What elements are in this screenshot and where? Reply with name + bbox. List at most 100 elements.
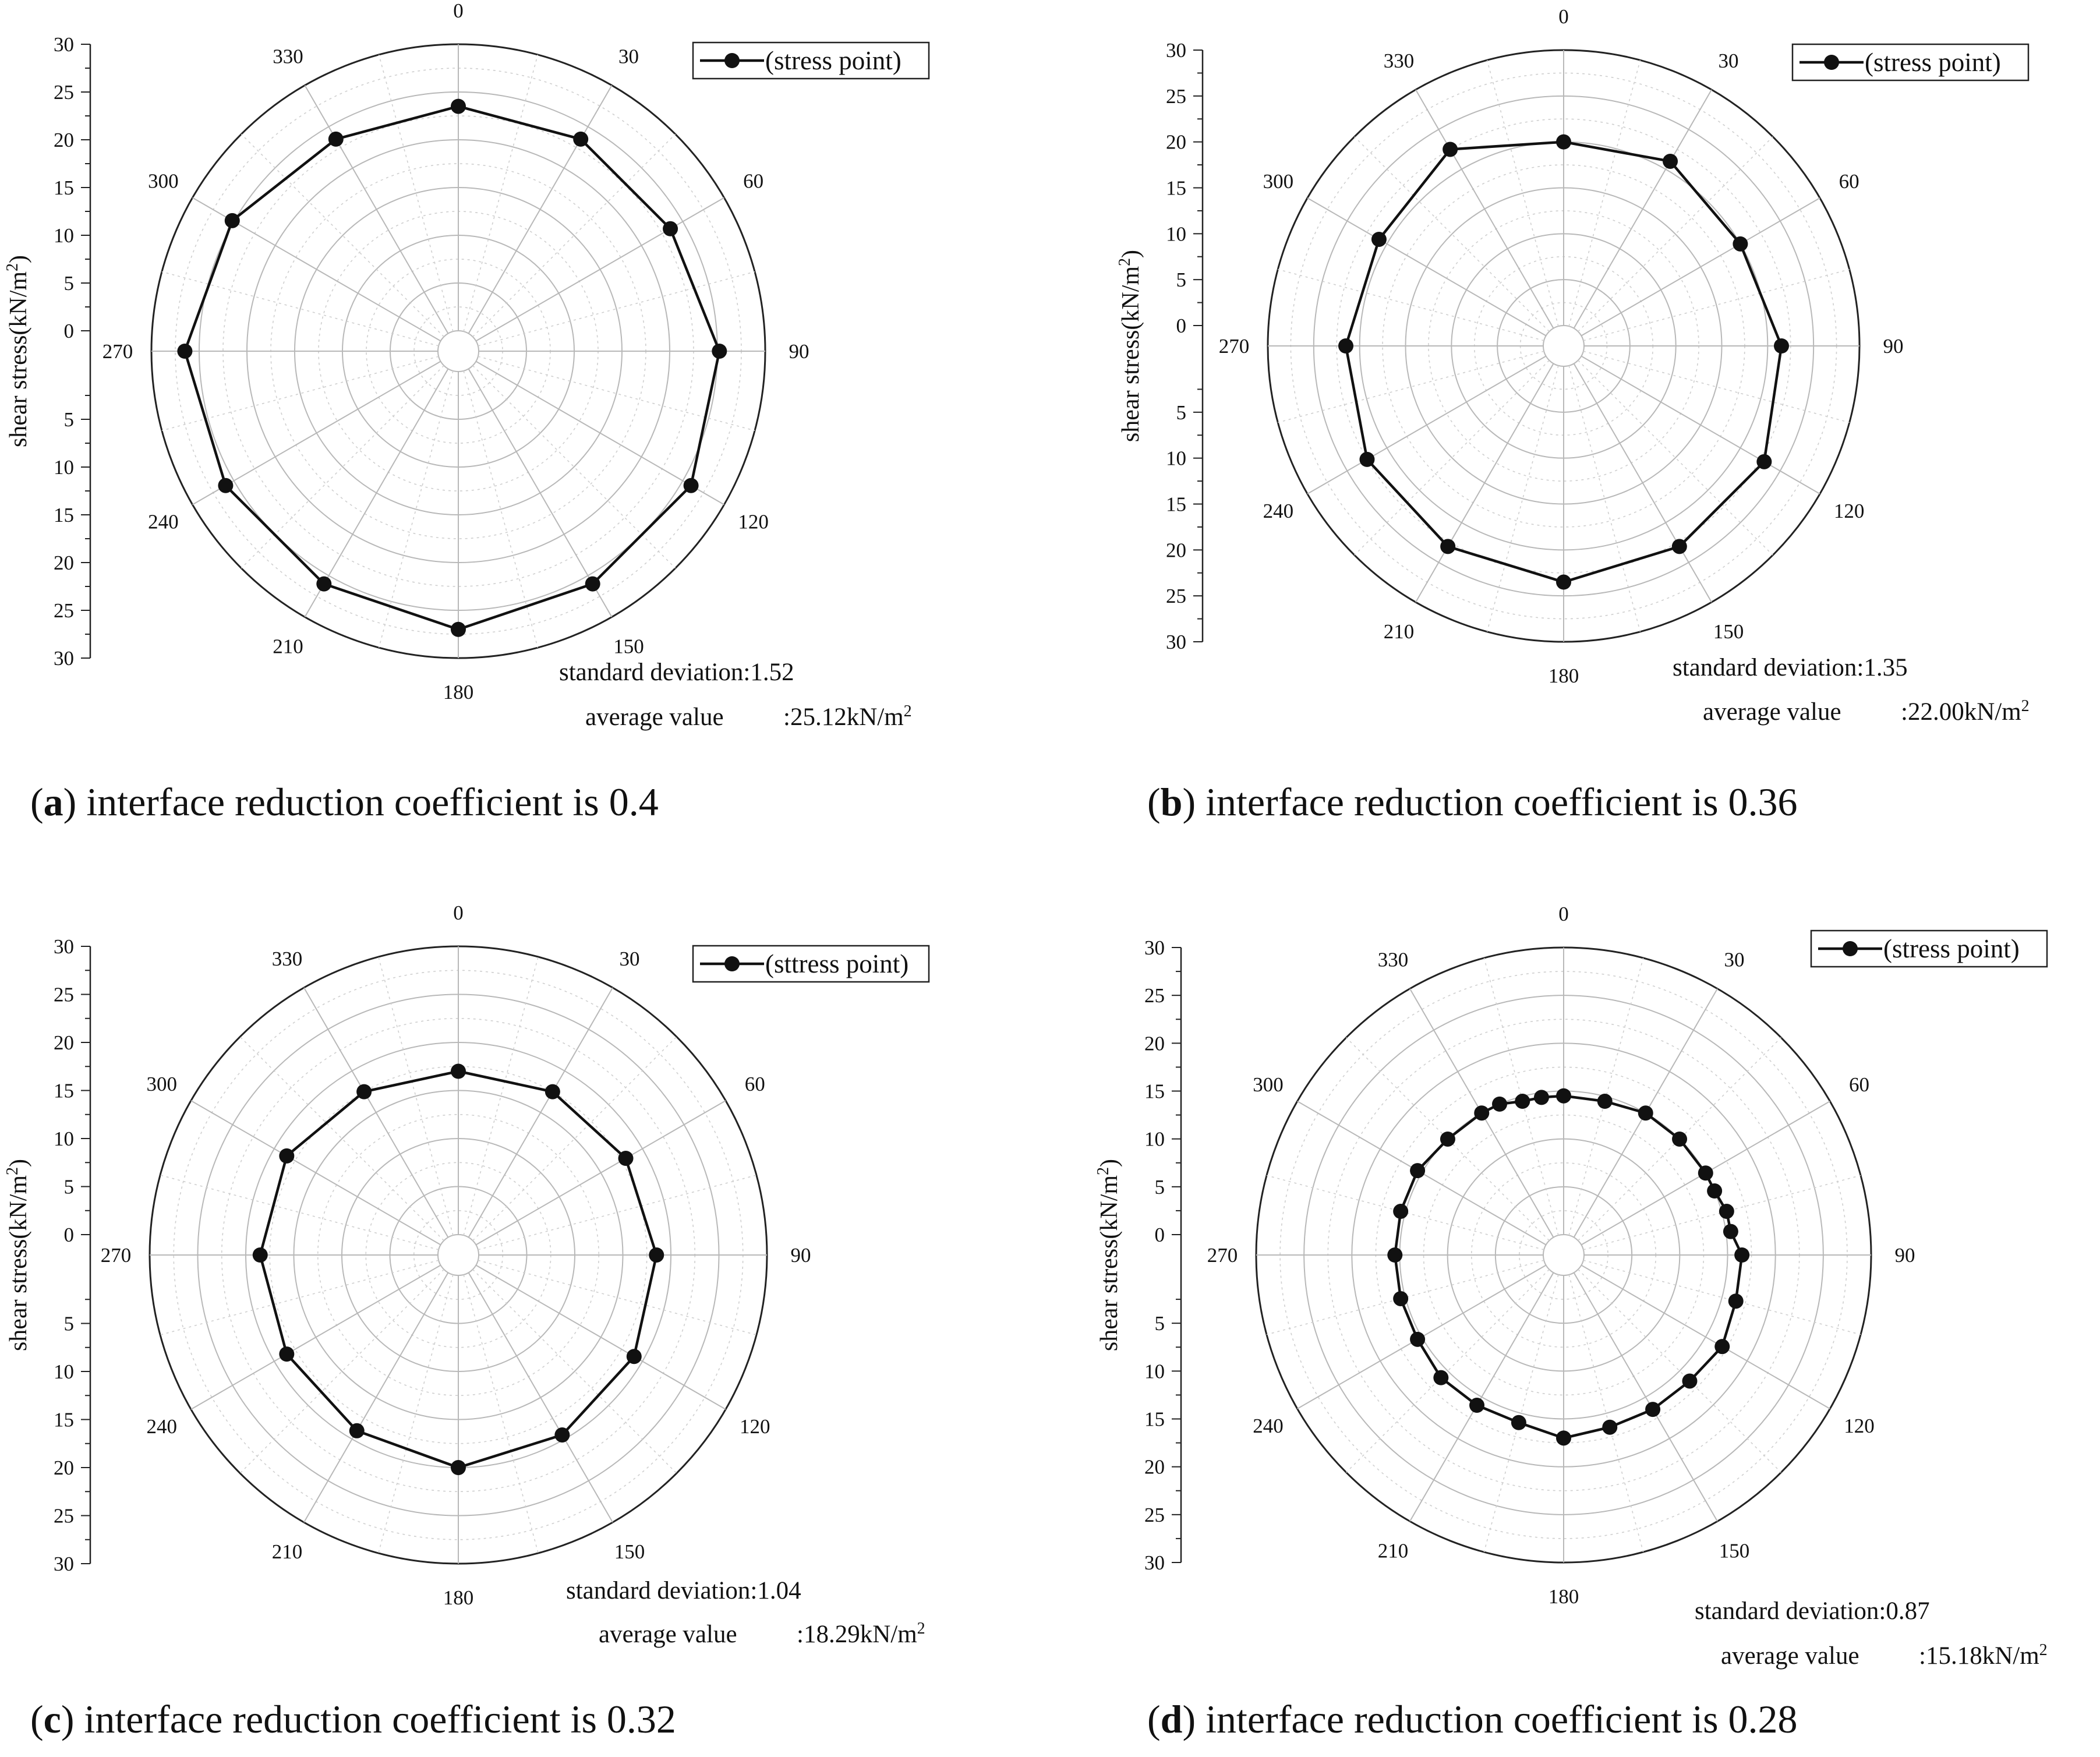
minor-radial-spoke [1583,1260,1861,1335]
angle-tick-label: 270 [102,340,133,363]
angle-tick-label: 300 [147,1073,178,1095]
data-point [545,1084,560,1100]
radial-tick-label: 15 [1144,1080,1165,1103]
data-point [1734,1247,1750,1263]
minor-radial-spoke [478,1260,757,1335]
data-point [1556,134,1571,150]
y-axis-label-close: ) [5,1159,32,1167]
radial-spoke [1307,197,1547,337]
angle-tick-label: 30 [1724,949,1745,971]
radial-spoke [1573,363,1712,603]
data-point [1440,539,1456,554]
data-point [1698,1165,1713,1181]
radial-tick-label: 15 [1144,1408,1165,1431]
angle-tick-label: 90 [791,1244,811,1267]
std-deviation-label: standard deviation:1.04 [566,1577,801,1604]
radial-tick-label: 30 [54,935,74,958]
legend-label: (stress point) [765,46,901,75]
angle-tick-label: 180 [443,1586,474,1609]
minor-radial-spoke [241,133,444,337]
radial-spoke [475,197,724,342]
average-label: average value [599,1621,737,1648]
angle-tick-label: 30 [620,948,640,970]
data-point [573,131,589,147]
data-point [712,344,727,359]
minor-radial-spoke [478,271,755,347]
radial-spoke [475,360,724,505]
data-point [279,1148,295,1164]
y-axis-label: shear stress(kN/m2) [1116,250,1145,442]
chart-panel-a: 0 30 60 90 120 150 180 210 240 270 300 330 0 5 5 10 10 15… [3,0,930,824]
minor-radial-spoke [160,1175,439,1250]
minor-radial-spoke [378,54,454,332]
y-axis-label-superscript: 2 [3,263,22,271]
radial-tick-label: 5 [64,272,75,295]
average-value-text: :18.29kN/m [797,1621,917,1648]
minor-radial-spoke [463,370,539,648]
average-value-superscript: 2 [2039,1641,2048,1659]
radial-spoke [190,1264,441,1410]
angle-tick-label: 0 [1558,903,1569,925]
data-point [1410,1331,1426,1347]
radial-spoke [1581,355,1820,494]
data-point [1371,231,1387,247]
radial-tick-label: 25 [1144,984,1165,1007]
angle-tick-label: 270 [1207,1244,1238,1267]
radial-tick-label: 10 [54,1127,74,1150]
data-point [1645,1402,1661,1417]
radial-tick-label: 30 [1144,936,1165,959]
radial-tick-label: 25 [1144,1504,1165,1526]
data-point [663,221,678,236]
radial-tick-label: 15 [54,1080,74,1102]
radial-tick-label: 10 [54,224,74,247]
radial-tick-label: 25 [54,984,74,1006]
radial-spoke [304,368,449,617]
radial-tick-label: 10 [1144,1128,1165,1151]
legend-marker-swatch [1843,941,1858,956]
data-point [279,1346,295,1362]
angle-tick-label: 180 [443,681,474,703]
radial-tick-label: 20 [1166,539,1186,561]
legend-marker-swatch [724,956,740,971]
radial-tick-label: 15 [1166,177,1186,200]
data-point [1469,1398,1485,1413]
average-value: :22.00kN/m2 [1901,697,2030,726]
minor-radial-spoke [1578,1269,1781,1473]
angle-tick-label: 120 [738,511,769,533]
data-point [1474,1105,1490,1121]
minor-radial-spoke [1266,1260,1544,1335]
data-point [224,213,240,228]
std-deviation-label: standard deviation:1.35 [1673,654,1908,681]
radial-tick-label: 20 [54,1031,74,1054]
angle-tick-label: 330 [273,45,303,68]
legend: (stress point) [692,41,930,80]
angle-tick-label: 180 [1549,664,1579,687]
legend-label: (stress point) [1865,48,2001,77]
minor-radial-spoke [1483,1274,1559,1553]
angle-tick-label: 300 [1253,1073,1284,1096]
minor-radial-spoke [161,356,439,432]
angle-tick-label: 210 [272,1540,303,1563]
y-axis-label-superscript: 2 [1116,258,1134,266]
radial-spoke [475,1264,726,1410]
minor-radial-spoke [378,1274,454,1554]
minor-radial-spoke [478,1175,757,1250]
radial-tick-label: 5 [1155,1176,1165,1199]
radial-tick-label: 20 [1144,1456,1165,1479]
data-point [1393,1204,1409,1219]
data-point [554,1427,570,1443]
minor-radial-spoke [472,1269,677,1474]
chart-panel-d: 0 30 60 90 120 150 180 210 240 270 300 330 0 5 5 10 10 15… [1094,903,2048,1741]
y-axis-label: shear stress(kN/m2) [3,1159,33,1351]
minor-radial-spoke [378,956,454,1236]
radial-spoke [1573,89,1712,329]
radial-tick-label: 0 [64,1224,75,1246]
grid-ring [1543,325,1585,367]
angle-tick-label: 60 [745,1073,765,1095]
minor-radial-spoke [478,356,755,432]
radial-tick-label: 0 [64,320,75,342]
data-point [1728,1293,1744,1309]
radial-tick-label: 15 [54,176,74,199]
caption-letter: c [44,1697,61,1741]
data-point [1556,574,1571,590]
